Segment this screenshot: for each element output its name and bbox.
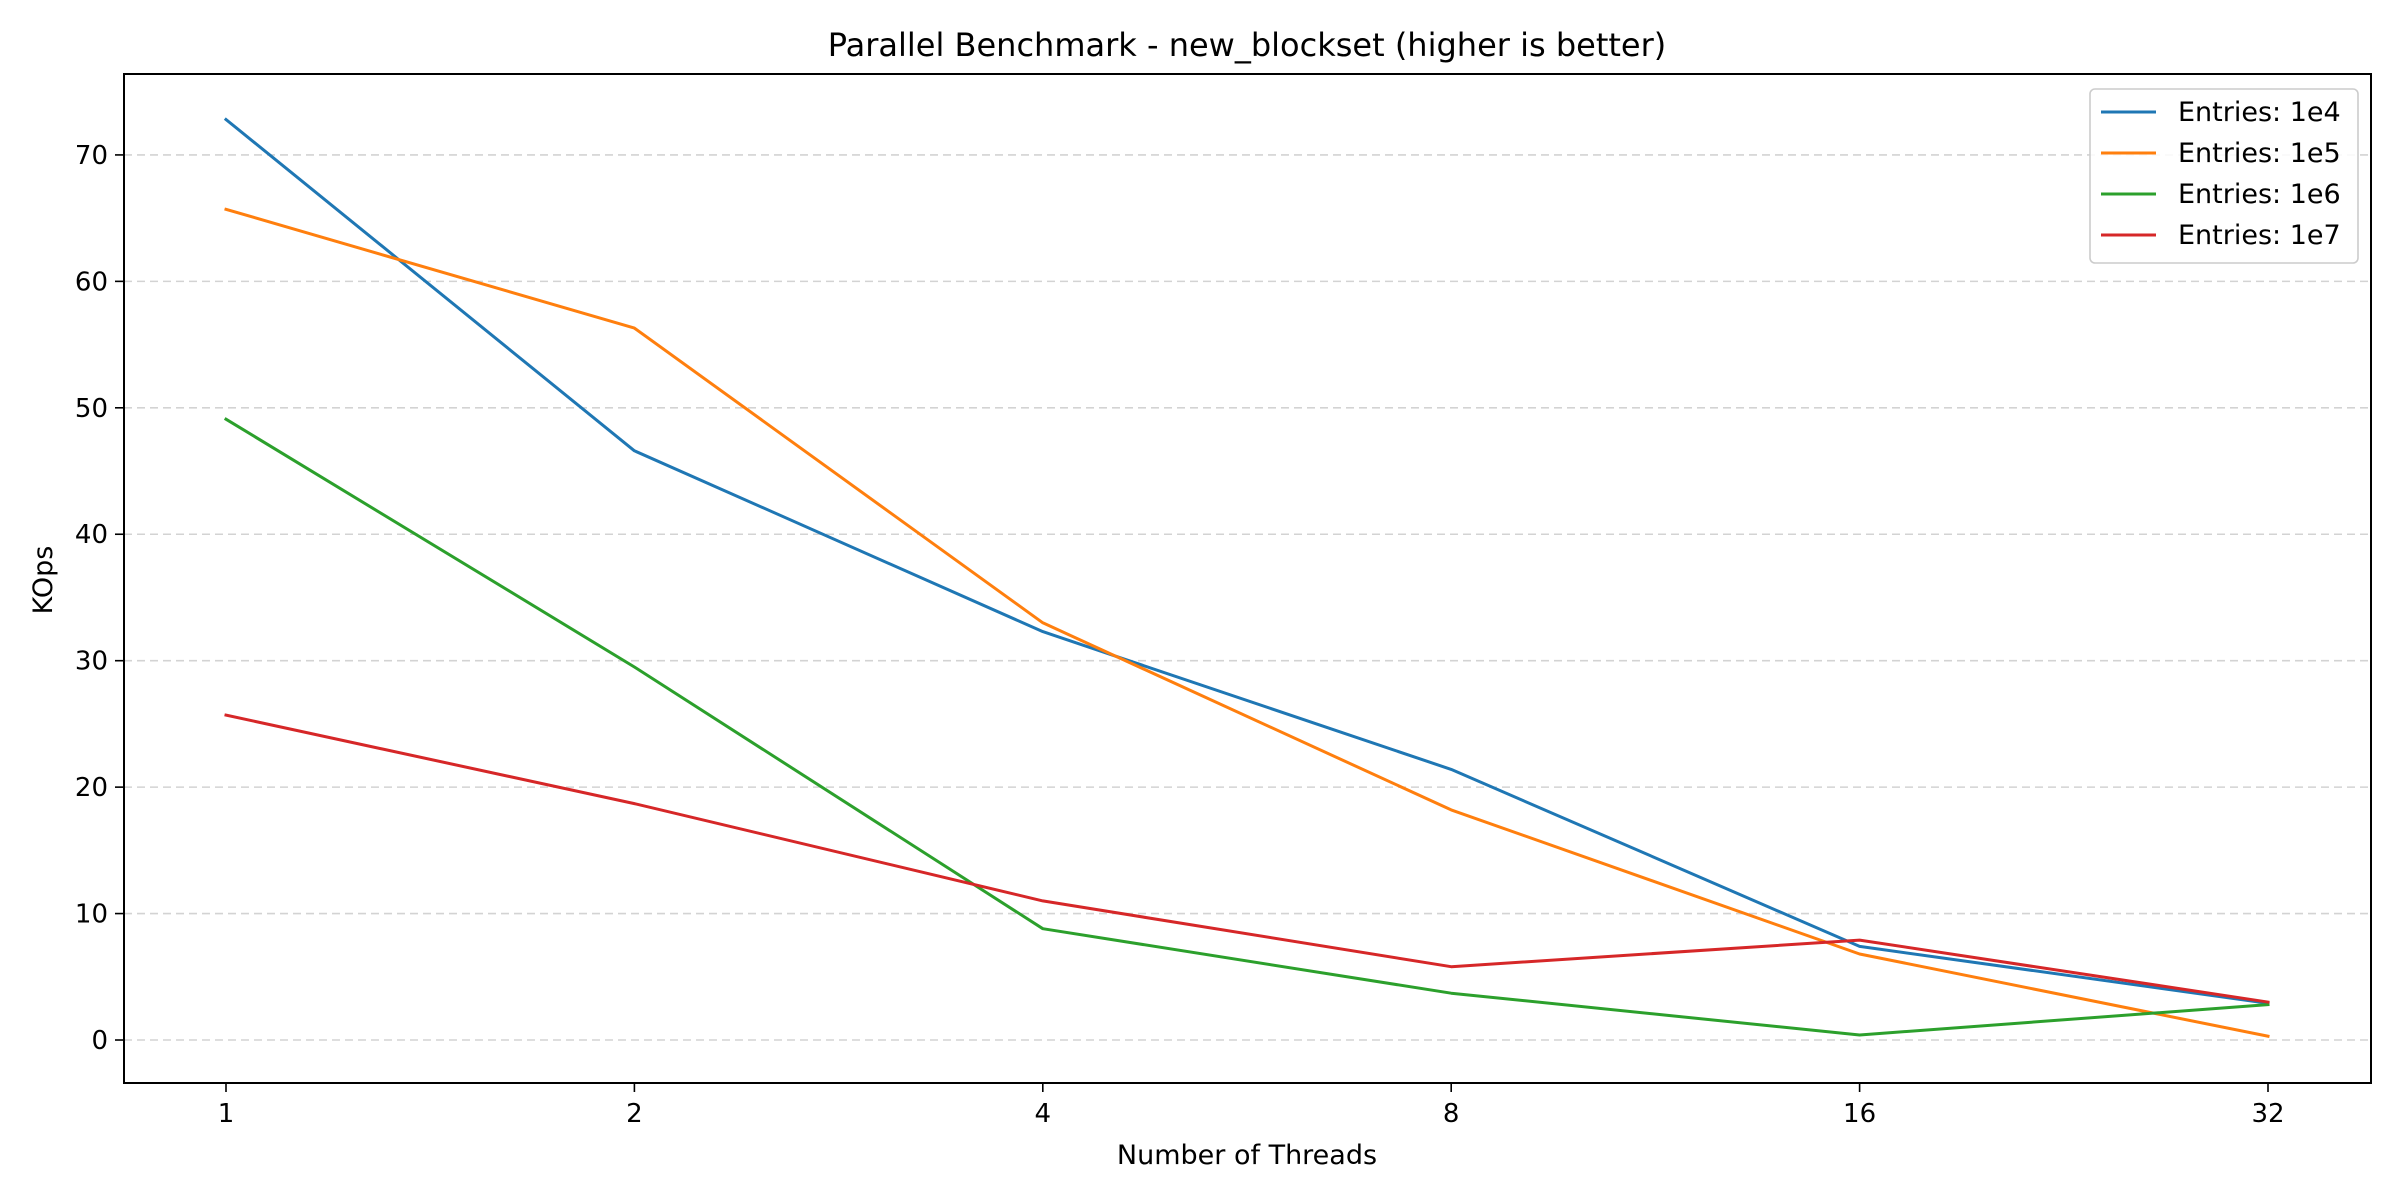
y-tick-label: 60 — [75, 267, 108, 297]
series-line-entries-1e4 — [223, 117, 2270, 1005]
series-line-entries-1e6 — [223, 417, 2270, 1037]
x-tick-label: 16 — [1843, 1099, 1876, 1129]
chart-title: Parallel Benchmark - new_blockset (highe… — [828, 26, 1666, 64]
legend-label: Entries: 1e6 — [2178, 179, 2341, 210]
plot-frame — [123, 73, 2372, 1084]
x-tick-label: 1 — [218, 1099, 235, 1129]
x-tick-label: 32 — [2251, 1099, 2284, 1129]
axis-ticks: 0 10 20 30 40 50 60 70 1 2 4 8 16 32 — [75, 141, 2285, 1129]
y-tick-label: 30 — [75, 647, 108, 677]
y-axis-title: KOps — [28, 546, 59, 615]
x-tick-label: 8 — [1443, 1099, 1460, 1129]
y-tick-label: 50 — [75, 394, 108, 424]
series-line-entries-1e7 — [224, 713, 2270, 1004]
y-tick-label: 10 — [75, 900, 108, 930]
series-lines — [223, 117, 2270, 1038]
legend: Entries: 1e4 Entries: 1e5 Entries: 1e6 Entr… — [2089, 88, 2359, 264]
legend-label: Entries: 1e7 — [2178, 220, 2341, 251]
legend-box — [2089, 88, 2359, 264]
y-tick-label: 40 — [75, 520, 108, 550]
gridlines — [124, 154, 2371, 1041]
x-axis-title: Number of Threads — [1117, 1140, 1377, 1171]
legend-label: Entries: 1e5 — [2178, 138, 2341, 169]
x-tick-label: 2 — [626, 1099, 643, 1129]
y-tick-label: 20 — [75, 773, 108, 803]
y-tick-label: 0 — [91, 1026, 108, 1056]
legend-label: Entries: 1e4 — [2178, 97, 2341, 128]
x-tick-label: 4 — [1035, 1099, 1052, 1129]
series-line-entries-1e5 — [224, 207, 2270, 1038]
y-tick-label: 70 — [75, 141, 108, 171]
